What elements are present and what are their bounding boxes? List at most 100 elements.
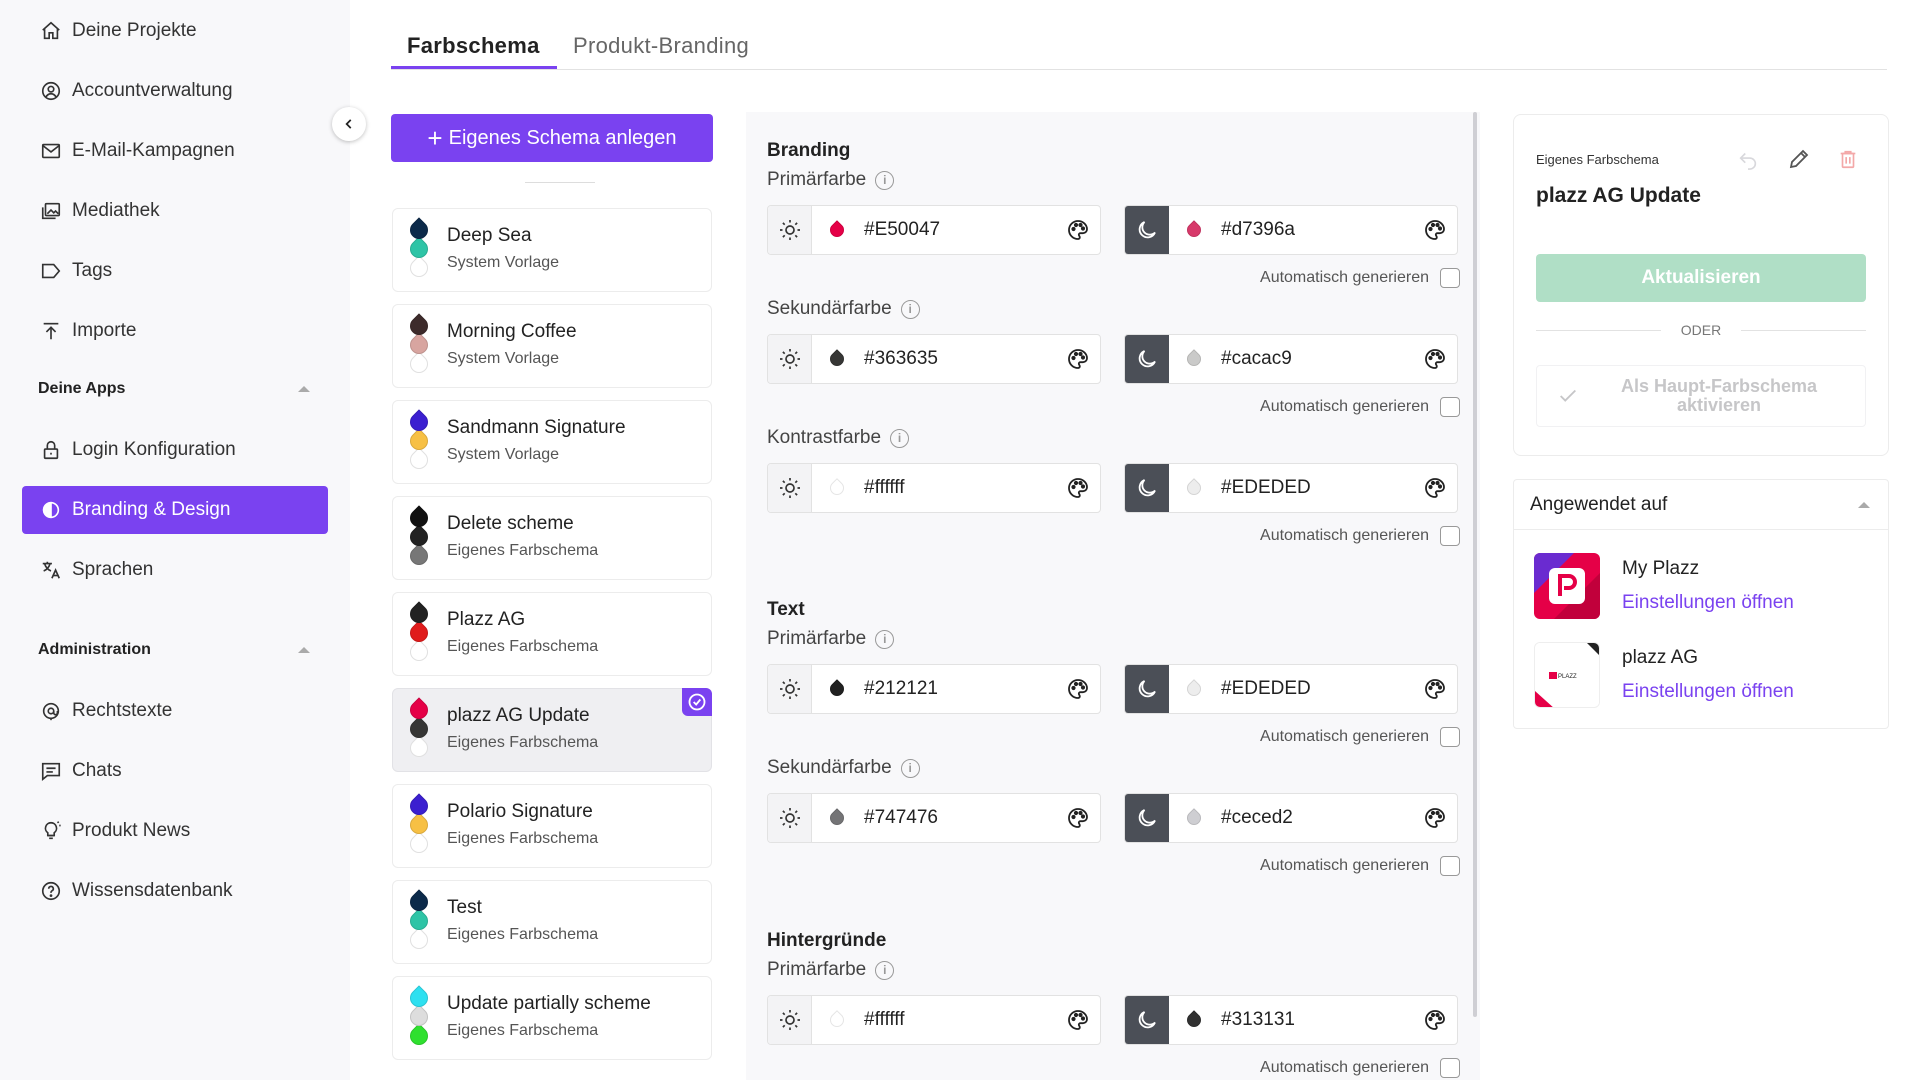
light-mode-color-input[interactable]: #ffffff: [767, 995, 1101, 1045]
edit-icon[interactable]: [1787, 147, 1811, 171]
palette-icon[interactable]: [1423, 677, 1447, 701]
hex-value[interactable]: #E50047: [864, 219, 941, 240]
nav-item-media[interactable]: Mediathek: [22, 187, 328, 235]
hex-value[interactable]: #d7396a: [1221, 219, 1295, 240]
nav-item-imports[interactable]: Importe: [22, 307, 328, 355]
dark-mode-color-input[interactable]: #ceced2: [1124, 793, 1458, 843]
activate-main-scheme-button[interactable]: Als Haupt-Farbschema aktivieren: [1536, 365, 1866, 427]
info-icon[interactable]: i: [875, 170, 895, 190]
dark-mode-color-input[interactable]: #313131: [1124, 995, 1458, 1045]
scheme-card[interactable]: Polario Signature Eigenes Farbschema: [392, 784, 712, 868]
palette-icon[interactable]: [1066, 347, 1090, 371]
info-icon[interactable]: i: [890, 428, 910, 448]
hex-value[interactable]: #cacac9: [1221, 348, 1292, 369]
dark-mode-toggle[interactable]: [1125, 206, 1169, 254]
info-icon[interactable]: i: [875, 960, 895, 980]
palette-icon[interactable]: [1423, 1008, 1447, 1032]
applied-on-header[interactable]: Angewendet auf: [1514, 480, 1888, 530]
section-administration[interactable]: Administration: [38, 641, 310, 659]
hex-value[interactable]: #EDEDED: [1221, 678, 1311, 699]
light-mode-color-input[interactable]: #E50047: [767, 205, 1101, 255]
nav-item-login-config[interactable]: Login Konfiguration: [22, 426, 328, 474]
dark-mode-toggle[interactable]: [1125, 464, 1169, 512]
hex-value[interactable]: #ffffff: [864, 1009, 905, 1030]
light-mode-toggle[interactable]: [768, 665, 812, 713]
light-mode-toggle[interactable]: [768, 335, 812, 383]
section-apps[interactable]: Deine Apps: [38, 380, 310, 398]
auto-generate-checkbox[interactable]: [1440, 397, 1460, 417]
light-mode-toggle[interactable]: [768, 464, 812, 512]
hex-value[interactable]: #EDEDED: [1221, 477, 1311, 498]
palette-icon[interactable]: [1423, 806, 1447, 830]
dark-mode-toggle[interactable]: [1125, 996, 1169, 1044]
nav-item-projects[interactable]: Deine Projekte: [22, 7, 328, 55]
scheme-card[interactable]: Delete scheme Eigenes Farbschema: [392, 496, 712, 580]
light-mode-color-input[interactable]: #ffffff: [767, 463, 1101, 513]
auto-generate-checkbox[interactable]: [1440, 727, 1460, 747]
nav-item-knowledge-base[interactable]: Wissensdatenbank: [22, 867, 328, 915]
nav-item-chats[interactable]: Chats: [22, 747, 328, 795]
palette-icon[interactable]: [1423, 347, 1447, 371]
light-mode-toggle[interactable]: [768, 206, 812, 254]
dark-mode-toggle[interactable]: [1125, 335, 1169, 383]
editor-scrollbar[interactable]: [1473, 112, 1477, 1017]
nav-label: Deine Projekte: [72, 20, 197, 41]
hex-value[interactable]: #313131: [1221, 1009, 1295, 1030]
light-mode-color-input[interactable]: #212121: [767, 664, 1101, 714]
light-mode-color-input[interactable]: #747476: [767, 793, 1101, 843]
hex-value[interactable]: #363635: [864, 348, 938, 369]
scheme-card[interactable]: Sandmann Signature System Vorlage: [392, 400, 712, 484]
moon-icon: [1138, 809, 1156, 827]
dark-mode-color-input[interactable]: #EDEDED: [1124, 664, 1458, 714]
hex-value[interactable]: #ffffff: [864, 477, 905, 498]
scheme-card[interactable]: Deep Sea System Vorlage: [392, 208, 712, 292]
dark-mode-color-input[interactable]: #cacac9: [1124, 334, 1458, 384]
info-icon[interactable]: i: [900, 299, 920, 319]
info-icon[interactable]: i: [900, 758, 920, 778]
auto-generate-checkbox[interactable]: [1440, 1058, 1460, 1078]
dark-mode-color-input[interactable]: #EDEDED: [1124, 463, 1458, 513]
dark-mode-toggle[interactable]: [1125, 665, 1169, 713]
nav-item-accounts[interactable]: Accountverwaltung: [22, 67, 328, 115]
palette-icon[interactable]: [1423, 218, 1447, 242]
palette-icon[interactable]: [1066, 1008, 1090, 1032]
dark-mode-toggle[interactable]: [1125, 794, 1169, 842]
palette-icon[interactable]: [1066, 218, 1090, 242]
palette-icon[interactable]: [1066, 476, 1090, 500]
open-settings-link[interactable]: Einstellungen öffnen: [1622, 592, 1794, 613]
tab-color-scheme[interactable]: Farbschema: [407, 33, 540, 58]
nav-item-legal[interactable]: Rechtstexte: [22, 687, 328, 735]
auto-generate-checkbox[interactable]: [1440, 268, 1460, 288]
info-icon[interactable]: i: [875, 629, 895, 649]
palette-icon[interactable]: [1066, 806, 1090, 830]
light-mode-color-input[interactable]: #363635: [767, 334, 1101, 384]
color-drop-icon: [406, 601, 432, 627]
nav-item-branding[interactable]: Branding & Design: [22, 486, 328, 534]
auto-generate-checkbox[interactable]: [1440, 526, 1460, 546]
collapse-sidebar-button[interactable]: [332, 107, 366, 141]
trash-icon[interactable]: [1837, 147, 1859, 171]
create-scheme-button[interactable]: + Eigenes Schema anlegen: [391, 114, 713, 162]
auto-generate-checkbox[interactable]: [1440, 856, 1460, 876]
nav-item-languages[interactable]: Sprachen: [22, 546, 328, 594]
scheme-card[interactable]: Test Eigenes Farbschema: [392, 880, 712, 964]
nav-item-tags[interactable]: Tags: [22, 247, 328, 295]
nav-item-email-campaigns[interactable]: E-Mail-Kampagnen: [22, 127, 328, 175]
scheme-card[interactable]: plazz AG Update Eigenes Farbschema: [392, 688, 712, 772]
palette-icon[interactable]: [1066, 677, 1090, 701]
open-settings-link[interactable]: Einstellungen öffnen: [1622, 681, 1794, 702]
tab-product-branding[interactable]: Produkt-Branding: [573, 33, 750, 58]
scheme-card[interactable]: Plazz AG Eigenes Farbschema: [392, 592, 712, 676]
dark-mode-color-input[interactable]: #d7396a: [1124, 205, 1458, 255]
light-mode-toggle[interactable]: [768, 794, 812, 842]
update-button[interactable]: Aktualisieren: [1536, 254, 1866, 302]
light-mode-toggle[interactable]: [768, 996, 812, 1044]
hex-value[interactable]: #747476: [864, 807, 938, 828]
nav-item-product-news[interactable]: Produkt News: [22, 807, 328, 855]
hex-value[interactable]: #212121: [864, 678, 938, 699]
scheme-card[interactable]: Morning Coffee System Vorlage: [392, 304, 712, 388]
scheme-card[interactable]: Update partially scheme Eigenes Farbschem…: [392, 976, 712, 1060]
palette-icon[interactable]: [1423, 476, 1447, 500]
undo-icon[interactable]: [1737, 148, 1759, 170]
hex-value[interactable]: #ceced2: [1221, 807, 1293, 828]
